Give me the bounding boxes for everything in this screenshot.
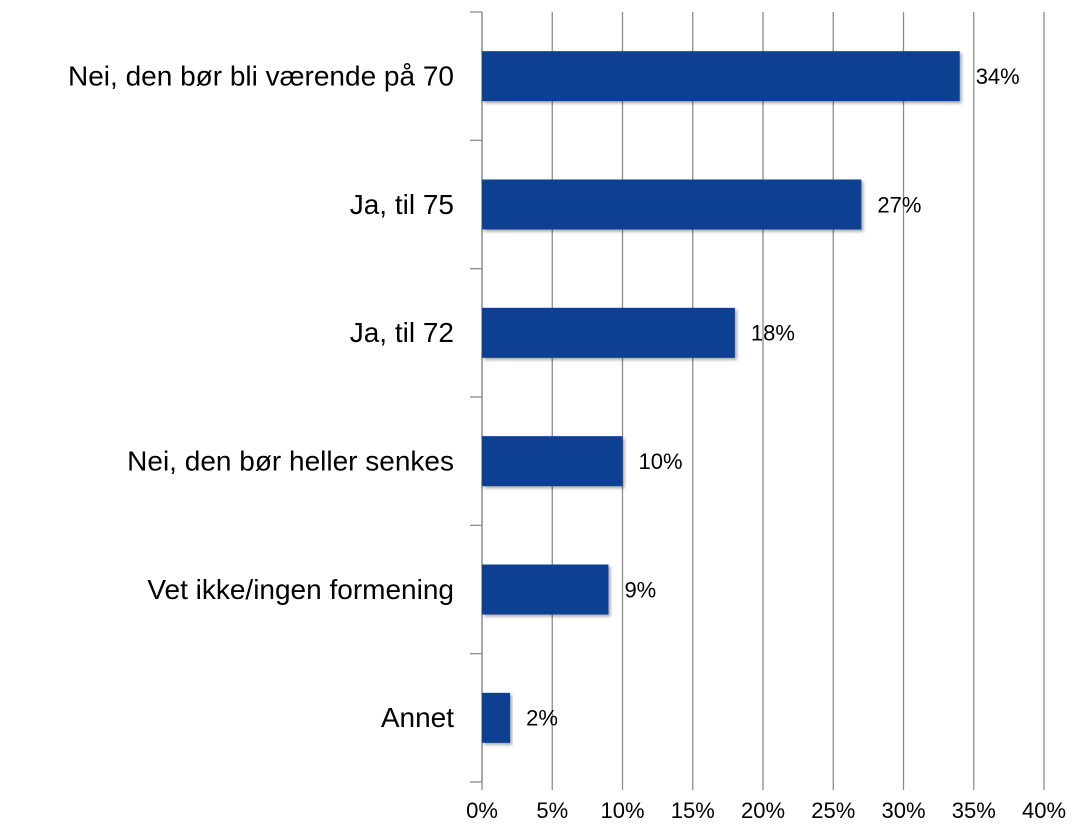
- x-tick-label: 5%: [536, 798, 568, 823]
- value-label: 18%: [751, 321, 795, 346]
- bar: [482, 436, 623, 487]
- bar: [482, 564, 609, 615]
- x-tick-label: 40%: [1022, 798, 1066, 823]
- x-tick-label: 30%: [881, 798, 925, 823]
- y-tick-label: Nei, den bør heller senkes: [127, 446, 454, 477]
- y-tick-label: Annet: [381, 702, 454, 733]
- value-label: 2%: [526, 706, 558, 731]
- bar: [482, 307, 735, 358]
- x-tick-label: 35%: [952, 798, 996, 823]
- bar: [482, 692, 511, 743]
- value-label: 9%: [624, 577, 656, 602]
- y-tick-label: Vet ikke/ingen formening: [147, 574, 454, 605]
- bar: [482, 51, 960, 102]
- x-tick-label: 25%: [811, 798, 855, 823]
- x-tick-label: 20%: [741, 798, 785, 823]
- y-tick-label: Ja, til 75: [350, 189, 454, 220]
- x-tick-label: 10%: [600, 798, 644, 823]
- x-tick-label: 15%: [671, 798, 715, 823]
- value-label: 10%: [639, 449, 683, 474]
- value-label: 27%: [877, 192, 921, 217]
- bar: [482, 179, 862, 230]
- value-label: 34%: [976, 64, 1020, 89]
- y-tick-label: Ja, til 72: [350, 317, 454, 348]
- x-tick-label: 0%: [466, 798, 498, 823]
- y-tick-label: Nei, den bør bli værende på 70: [68, 61, 454, 92]
